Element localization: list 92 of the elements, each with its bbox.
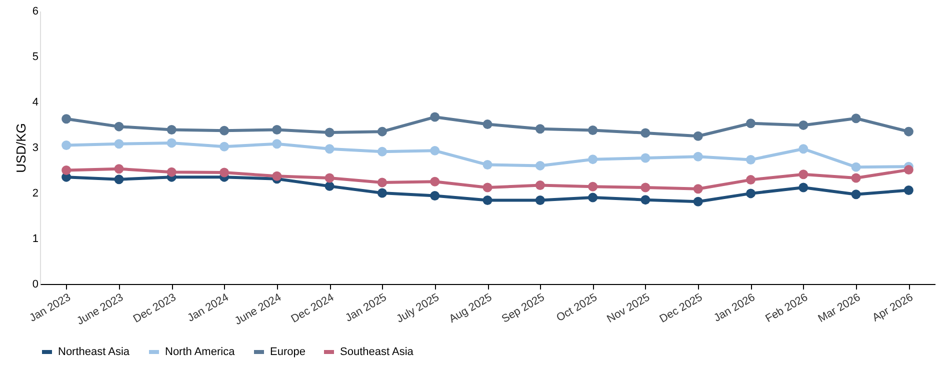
point <box>640 128 650 138</box>
x-tick-label: Oct 2025 <box>554 292 600 324</box>
point <box>904 165 914 175</box>
x-tick-label: Sep 2025 <box>500 292 547 326</box>
x-tick-label: Dec 2023 <box>131 292 178 326</box>
point <box>482 120 492 130</box>
x-tick-label: Nov 2025 <box>605 292 652 326</box>
point <box>746 188 756 198</box>
point <box>798 182 808 192</box>
x-tick-label: Dec 2024 <box>289 292 336 326</box>
point <box>851 173 861 183</box>
point <box>377 188 387 198</box>
point <box>693 184 703 194</box>
x-tick-label: Apr 2026 <box>870 292 916 324</box>
point <box>324 181 334 191</box>
point <box>640 182 650 192</box>
point <box>904 126 914 136</box>
y-axis-title: USD/KG <box>13 123 28 173</box>
y-tick-label: 4 <box>32 96 38 108</box>
point <box>272 171 282 181</box>
point <box>693 152 703 162</box>
legend-label: North America <box>165 346 236 358</box>
point <box>62 166 72 175</box>
point <box>114 164 124 174</box>
point <box>588 192 598 202</box>
point <box>535 196 545 206</box>
point <box>220 168 230 178</box>
x-tick-label: Feb 2026 <box>764 292 810 326</box>
y-tick-label: 2 <box>32 188 38 200</box>
point <box>798 170 808 180</box>
x-tick-label: Mar 2026 <box>816 292 863 326</box>
point <box>220 126 230 136</box>
point <box>430 146 440 156</box>
x-tick-label: Jan 2026 <box>712 292 758 325</box>
point <box>324 173 334 183</box>
point <box>62 114 72 124</box>
point <box>798 144 808 154</box>
legend-label: Northeast Asia <box>58 346 130 358</box>
point <box>746 155 756 165</box>
point <box>324 128 334 138</box>
y-tick-label: 5 <box>32 51 38 63</box>
y-tick-label: 6 <box>32 6 38 18</box>
x-tick-label: Jan 2025 <box>344 292 389 325</box>
point <box>166 138 176 148</box>
y-tick-label: 0 <box>32 278 38 290</box>
legend-label: Europe <box>270 346 306 358</box>
point <box>482 182 492 192</box>
x-tick-label: June 2023 <box>74 292 126 328</box>
x-tick-label: July 2025 <box>394 292 442 326</box>
x-tick-label: Jan 2024 <box>186 292 231 325</box>
point <box>904 186 914 196</box>
y-tick-label: 1 <box>32 233 38 245</box>
point <box>535 160 545 170</box>
point <box>377 178 387 188</box>
point <box>430 176 440 186</box>
point <box>482 160 492 170</box>
point <box>377 146 387 156</box>
point <box>640 195 650 205</box>
point <box>272 125 282 134</box>
point <box>588 154 598 164</box>
point <box>62 140 72 150</box>
point <box>693 131 703 141</box>
point <box>220 142 230 152</box>
point <box>535 124 545 134</box>
point <box>166 125 176 134</box>
point <box>851 114 861 124</box>
point <box>482 196 492 206</box>
point <box>588 125 598 135</box>
point <box>640 153 650 163</box>
point <box>430 190 440 200</box>
point <box>114 122 124 132</box>
point <box>166 167 176 177</box>
point <box>377 126 387 136</box>
point <box>430 112 440 122</box>
point <box>114 174 124 184</box>
x-tick-label: Jan 2023 <box>28 292 73 325</box>
point <box>535 180 545 190</box>
point <box>114 139 124 149</box>
x-tick-label: June 2024 <box>232 292 284 328</box>
x-tick-label: Aug 2025 <box>447 292 494 326</box>
legend-label: Southeast Asia <box>340 346 414 358</box>
point <box>746 175 756 185</box>
point <box>324 144 334 154</box>
y-tick-label: 3 <box>32 142 38 154</box>
point <box>693 196 703 206</box>
point <box>851 190 861 200</box>
x-tick-label: Dec 2025 <box>658 292 705 326</box>
point <box>851 162 861 172</box>
point <box>272 139 282 149</box>
point <box>798 120 808 130</box>
point <box>746 118 756 128</box>
point <box>588 182 598 192</box>
